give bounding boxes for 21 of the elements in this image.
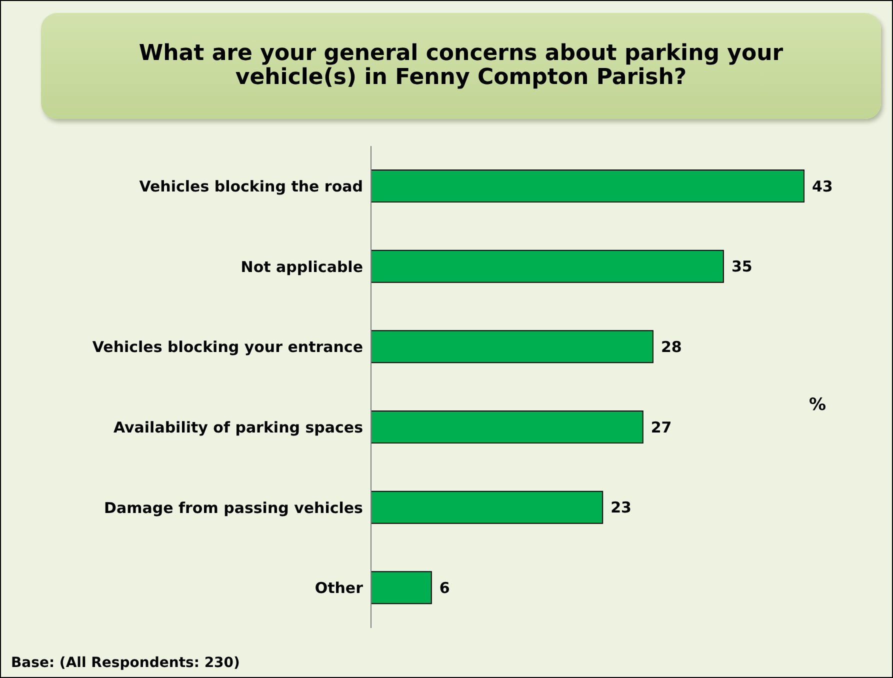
text: %: [809, 395, 826, 415]
data-label: 35: [731, 258, 752, 276]
y-tick-label: Vehicles blocking your entrance: [92, 338, 363, 356]
chart-title: What are your general concerns about parking your vehicle(s) in Fenny Compton Parish?: [138, 41, 784, 90]
y-tick-label: Damage from passing vehicles: [104, 498, 364, 517]
y-tick-label: Vehicles blocking the road: [139, 177, 363, 196]
data-label: 6: [439, 578, 450, 597]
bar: [370, 170, 804, 202]
y-tick-label: Other: [314, 579, 364, 598]
bar: [370, 571, 432, 604]
bar: [370, 250, 724, 283]
text: Base: (All Respondents: 230): [11, 655, 240, 671]
data-label: 27: [650, 418, 672, 436]
y-tick-label: Availability of parking spaces: [113, 418, 364, 436]
data-label: 28: [660, 338, 682, 356]
data-label: 23: [610, 498, 632, 517]
y-tick-label: Not applicable: [240, 258, 363, 276]
bar: [370, 490, 604, 524]
bar: [370, 330, 654, 364]
data-label: 43: [812, 177, 833, 196]
bar: [370, 410, 644, 444]
